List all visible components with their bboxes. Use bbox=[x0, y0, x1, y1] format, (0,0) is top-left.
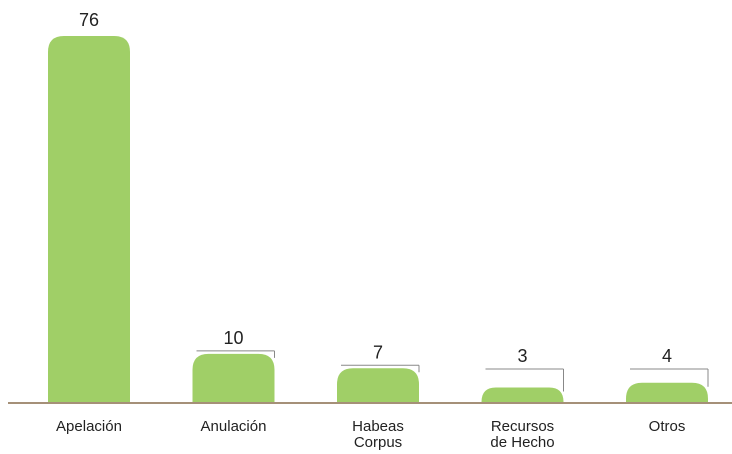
category-label: Otros bbox=[649, 418, 686, 435]
bars-group bbox=[48, 36, 708, 402]
data-label: 76 bbox=[79, 10, 99, 30]
bar bbox=[192, 353, 275, 402]
category-label: Apelación bbox=[56, 418, 122, 435]
category-label: Anulación bbox=[201, 418, 267, 435]
data-labels-group: 76 10 7 3 4 bbox=[79, 10, 672, 366]
bar bbox=[48, 36, 130, 402]
category-label: Recursos de Hecho bbox=[490, 418, 554, 451]
category-label: Habeas Corpus bbox=[352, 418, 404, 451]
data-label: 4 bbox=[662, 346, 672, 366]
data-label: 7 bbox=[373, 342, 383, 362]
category-labels-group: Apelación Anulación Habeas Corpus Recursos de… bbox=[56, 418, 685, 451]
leader-lines-group bbox=[196, 350, 709, 392]
bar bbox=[337, 368, 419, 402]
data-label: 3 bbox=[517, 346, 527, 366]
bar bbox=[481, 387, 564, 402]
data-label: 10 bbox=[223, 328, 243, 348]
bar bbox=[626, 382, 708, 402]
